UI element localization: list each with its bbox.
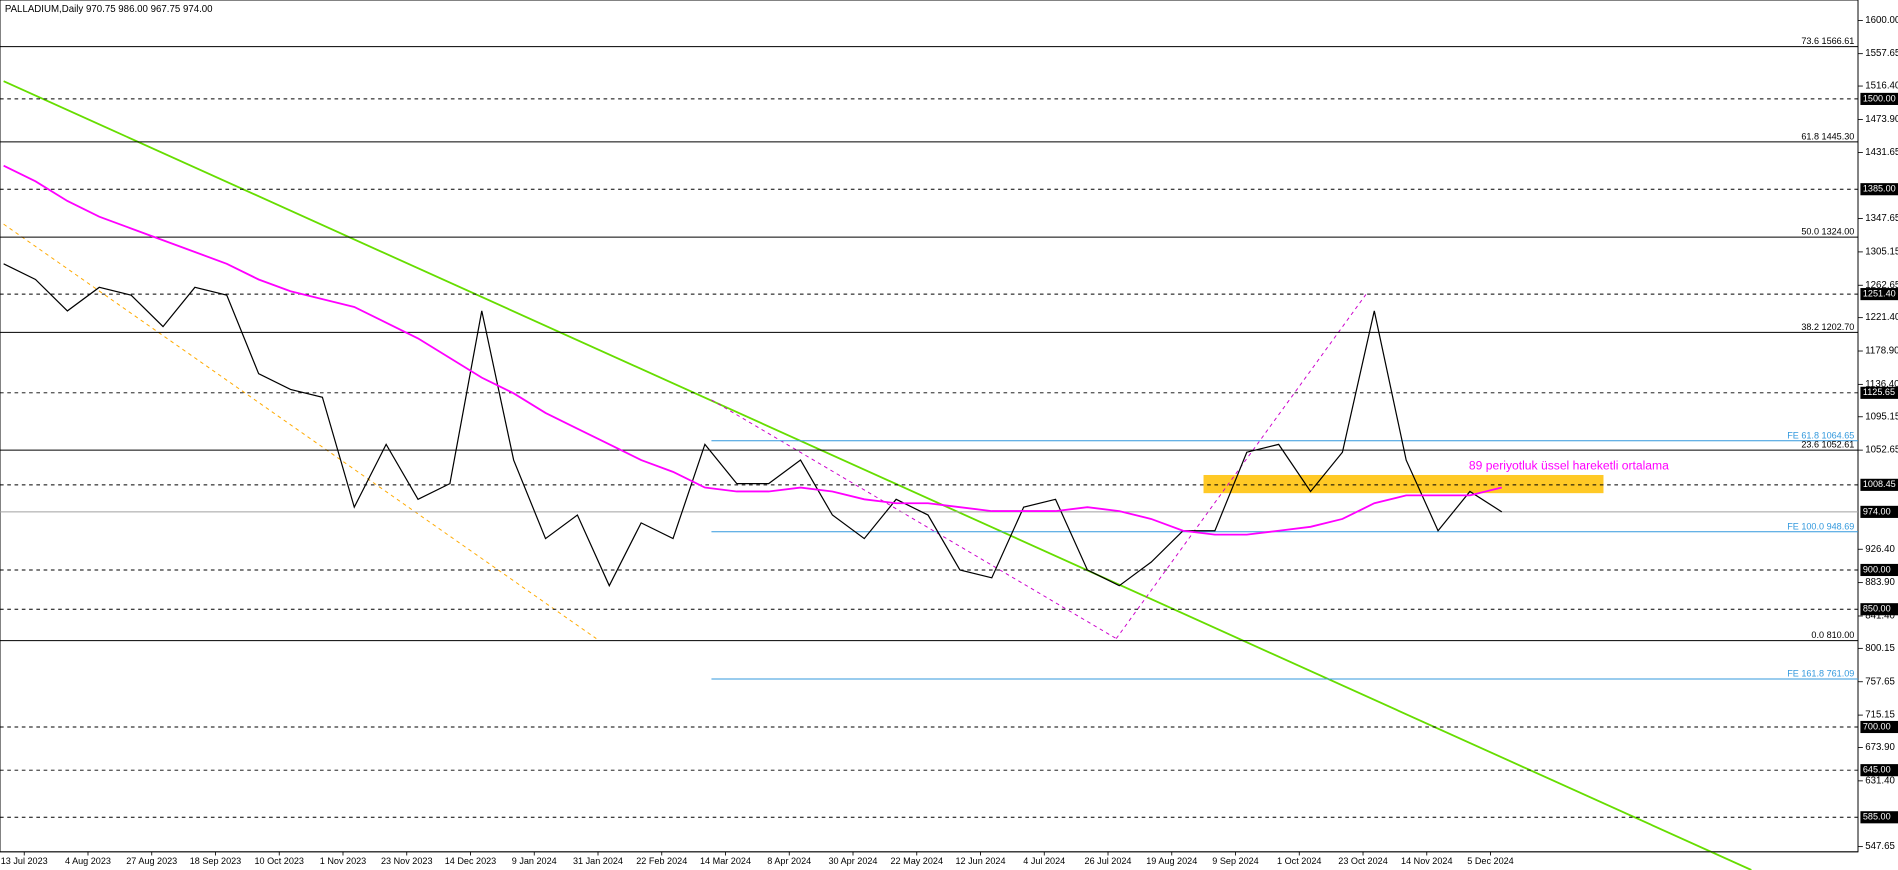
x-tick-label: 23 Nov 2023 — [381, 856, 432, 866]
y-tick-label: 841.40 — [1865, 611, 1895, 622]
y-tick-label: 1052.65 — [1865, 445, 1898, 456]
x-tick-label: 26 Jul 2024 — [1085, 856, 1132, 866]
y-tick-label: 926.40 — [1865, 544, 1895, 555]
level-tag-label: 1125.65 — [1863, 387, 1895, 397]
level-tag — [1860, 288, 1898, 301]
y-tick-label: 1221.40 — [1865, 312, 1898, 323]
level-tag — [1860, 183, 1898, 196]
x-tick-label: 22 Feb 2024 — [636, 856, 687, 866]
level-label: 61.8 1445.30 — [1801, 131, 1854, 141]
plot-frame — [0, 0, 1859, 853]
y-tick-label: 1178.90 — [1865, 346, 1898, 357]
level-tag-label: 700.00 — [1863, 721, 1891, 731]
x-tick-label: 14 Mar 2024 — [700, 856, 751, 866]
level-label: 38.2 1202.70 — [1801, 322, 1854, 332]
level-tag — [1860, 563, 1898, 577]
y-tick-label: 547.65 — [1865, 841, 1895, 852]
ema-line — [3, 164, 1503, 536]
x-tick-label: 5 Dec 2024 — [1467, 856, 1513, 866]
x-tick-label: 9 Jan 2024 — [512, 856, 557, 866]
level-tag — [1860, 92, 1898, 105]
level-label: FE 61.8 1064.65 — [1787, 430, 1854, 440]
x-tick-label: 27 Aug 2023 — [126, 856, 177, 866]
trendline — [3, 80, 1752, 870]
level-label: FE 100.0 948.69 — [1787, 521, 1854, 531]
level-tag-label: 900.00 — [1863, 564, 1891, 574]
x-tick-label: 4 Aug 2023 — [65, 856, 111, 866]
level-tag-label: 1251.40 — [1863, 289, 1896, 299]
level-label: FE 161.8 761.09 — [1787, 669, 1854, 679]
level-label: 23.6 1052.61 — [1801, 440, 1854, 450]
x-tick-label: 4 Jul 2024 — [1023, 856, 1065, 866]
level-tag — [1860, 478, 1898, 491]
y-tick-label: 1262.65 — [1865, 280, 1898, 291]
x-tick-label: 10 Oct 2023 — [255, 856, 304, 866]
level-tag-label: 1500.00 — [1863, 93, 1896, 103]
zone — [1203, 474, 1604, 494]
y-tick-label: 1136.40 — [1865, 379, 1898, 390]
annotation: 89 periyotluk üssel hareketli ortalama — [1469, 459, 1669, 473]
y-tick-label: 883.90 — [1865, 577, 1895, 588]
x-tick-label: 30 Apr 2024 — [829, 856, 878, 866]
level-tag-label: 585.00 — [1863, 812, 1891, 822]
x-tick-label: 12 Jun 2024 — [956, 856, 1006, 866]
level-label: 73.6 1566.61 — [1801, 36, 1854, 46]
x-tick-label: 13 Jul 2023 — [1, 856, 48, 866]
x-tick-label: 23 Oct 2024 — [1338, 856, 1387, 866]
level-tag-label: 645.00 — [1863, 765, 1891, 775]
level-tag — [1860, 603, 1898, 616]
y-tick-label: 1557.65 — [1865, 48, 1898, 59]
level-tag-label: 1008.45 — [1863, 479, 1896, 489]
level-tag — [1860, 720, 1898, 734]
level-tag-label: 1385.00 — [1863, 184, 1896, 194]
x-tick-label: 8 Apr 2024 — [767, 856, 811, 866]
x-tick-label: 18 Sep 2023 — [190, 856, 242, 866]
x-tick-label: 1 Nov 2023 — [320, 856, 366, 866]
y-tick-label: 1095.15 — [1865, 411, 1898, 422]
y-tick-label: 1473.90 — [1865, 114, 1898, 125]
x-tick-label: 19 Aug 2024 — [1146, 856, 1197, 866]
level-tag-label: 974.00 — [1863, 506, 1891, 516]
level-tag — [1860, 386, 1898, 399]
y-tick-label: 1516.40 — [1865, 81, 1898, 92]
x-tick-label: 1 Oct 2024 — [1277, 856, 1321, 866]
fib-leg — [711, 399, 1117, 639]
y-tick-label: 800.15 — [1865, 643, 1895, 654]
y-tick-label: 1347.65 — [1865, 213, 1898, 224]
level-tag-label: 850.00 — [1863, 604, 1891, 614]
y-tick-label: 1600.00 — [1865, 15, 1898, 26]
y-tick-label: 1431.65 — [1865, 147, 1898, 158]
level-tag — [1860, 764, 1898, 777]
x-tick-label: 14 Dec 2023 — [445, 856, 496, 866]
chart-title: PALLADIUM,Daily 970.75 986.00 967.75 974… — [5, 4, 213, 15]
x-tick-label: 22 May 2024 — [891, 856, 944, 866]
level-label: 50.0 1324.00 — [1801, 227, 1854, 237]
y-tick-label: 673.90 — [1865, 742, 1895, 753]
price-line — [3, 263, 1503, 588]
x-tick-label: 14 Nov 2024 — [1401, 856, 1452, 866]
x-tick-label: 31 Jan 2024 — [573, 856, 623, 866]
x-tick-label: 9 Sep 2024 — [1212, 856, 1258, 866]
level-label: 0.0 810.00 — [1811, 630, 1854, 640]
level-tag — [1860, 811, 1898, 824]
level-tag — [1860, 505, 1898, 518]
y-tick-label: 715.15 — [1865, 710, 1895, 721]
y-tick-label: 1305.15 — [1865, 246, 1898, 257]
y-tick-label: 631.40 — [1865, 775, 1895, 786]
y-tick-label: 757.65 — [1865, 676, 1895, 687]
